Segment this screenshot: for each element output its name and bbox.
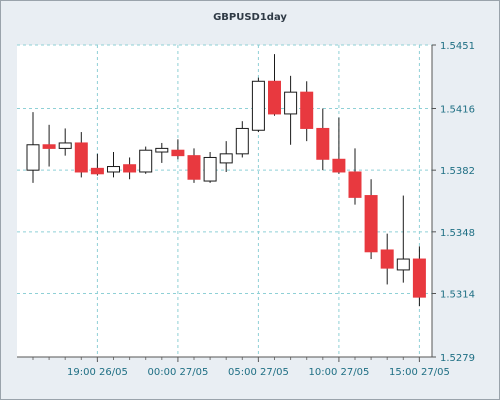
x-tick-label: 00:00 27/05 [147, 367, 208, 378]
candle [139, 146, 153, 174]
candle [58, 128, 72, 156]
candle-body [171, 149, 185, 157]
candle-body [107, 166, 120, 173]
y-tick-label: 1.5348 [440, 228, 475, 239]
candle [107, 152, 120, 178]
candle-body [380, 249, 394, 269]
candle-body [235, 127, 249, 155]
candle-body [187, 155, 201, 180]
candle [268, 54, 281, 116]
plot-area [17, 45, 432, 357]
candle-body [268, 80, 281, 115]
candle [155, 142, 169, 163]
candle-body [90, 167, 104, 175]
candle [316, 108, 330, 171]
axes: 1.5279 1.5314 1.5348 1.5382 1.5416 1.5451 19:0… [17, 41, 475, 378]
candle-body [139, 149, 153, 173]
x-tick-label: 19:00 26/05 [67, 367, 128, 378]
candle-body [58, 142, 72, 149]
candle [300, 81, 314, 142]
x-tick-label: 10:00 27/05 [308, 367, 369, 378]
candle-body [396, 258, 410, 271]
candle-body [26, 144, 40, 171]
candle [251, 77, 265, 133]
candle [332, 117, 346, 174]
candle-body [203, 156, 217, 182]
candle-body [348, 171, 362, 198]
y-tick-label: 1.5382 [440, 166, 475, 177]
candle-body [316, 127, 330, 160]
candle [203, 152, 217, 183]
candle [219, 141, 233, 172]
candle [74, 132, 88, 178]
y-tick-label: 1.5416 [440, 104, 475, 115]
candle [380, 233, 394, 285]
candle-body [74, 142, 88, 173]
candles [26, 54, 426, 307]
candle-body [300, 91, 314, 129]
y-tick-label: 1.5451 [440, 41, 475, 52]
candle-body [155, 147, 169, 153]
candle-body [412, 258, 426, 298]
x-tick-label: 15:00 27/05 [389, 367, 450, 378]
candle [187, 148, 201, 183]
y-tick-label: 1.5314 [440, 290, 475, 301]
candle [171, 139, 185, 160]
candle-body [284, 91, 298, 115]
candle-body [219, 153, 233, 164]
candle-body [332, 158, 346, 173]
candle [364, 179, 378, 260]
candle [235, 121, 249, 158]
candle-body [364, 195, 378, 253]
candle [284, 75, 298, 145]
candle-body [42, 144, 56, 149]
candle [123, 157, 137, 180]
candle-body [251, 80, 265, 131]
candle [412, 246, 426, 307]
chart-title: GBPUSD1day [213, 12, 287, 23]
candle [42, 124, 56, 167]
candle [348, 148, 362, 205]
candle [26, 112, 40, 183]
candle [396, 195, 410, 283]
candle [90, 153, 104, 176]
x-tick-label: 05:00 27/05 [228, 367, 289, 378]
y-tick-label: 1.5279 [440, 353, 475, 364]
candle-body [123, 164, 137, 173]
